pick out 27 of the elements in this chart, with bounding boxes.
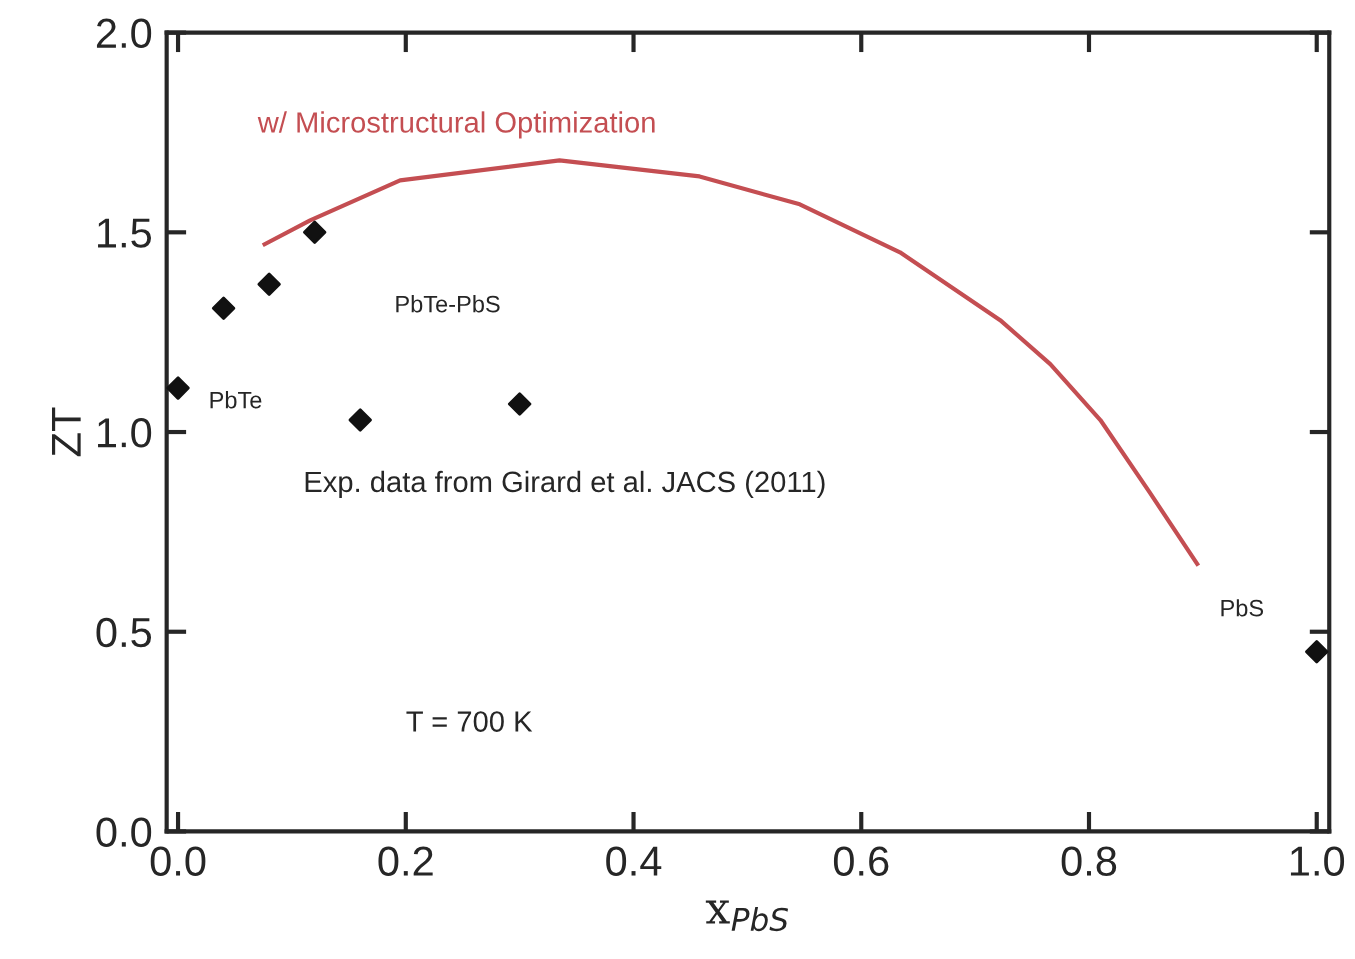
y-tick-label: 1.0 (98, 418, 152, 448)
point (211, 296, 236, 320)
annotation: Exp. data from Girard et al. JACS (2011) (305, 470, 825, 498)
y-tick-label: 1.5 (98, 218, 152, 248)
y-axis-title: ZT (51, 407, 81, 457)
point (257, 272, 281, 296)
annotation: PbTe (210, 391, 262, 409)
annotation: PbTe-PbS (396, 295, 500, 313)
point (348, 408, 372, 432)
x-tick-label: 1.0 (1290, 846, 1345, 876)
x-tick-label: 0.6 (833, 846, 889, 876)
point (1305, 640, 1329, 664)
point (507, 392, 532, 416)
annotation: T = 700 K (406, 711, 533, 732)
x-axis-title: x$_{PbS}$ (705, 900, 789, 932)
y-tick-label: 0.5 (96, 617, 152, 648)
point (303, 220, 327, 245)
x-tick-label: 0.0 (150, 846, 206, 876)
point (166, 376, 190, 400)
y-tick-label: 0.0 (96, 817, 152, 847)
x-tick-label: 0.8 (1061, 846, 1117, 876)
annotation: PbS (1221, 599, 1264, 617)
y-tick-label: 2.0 (96, 18, 152, 49)
x-tick-label: 0.2 (378, 846, 433, 876)
line-series (262, 158, 1200, 566)
x-tick-label: 0.4 (606, 846, 662, 876)
series-label: w/ Microstructural Optimization (257, 111, 655, 139)
